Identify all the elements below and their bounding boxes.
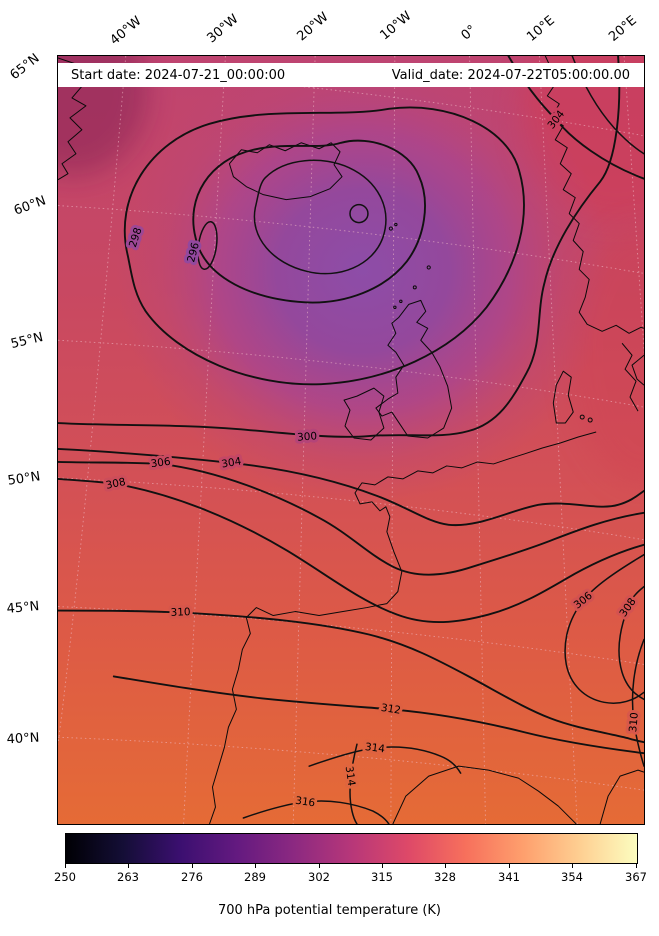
colorbar-tickmark (192, 864, 193, 868)
colorbar-tickmark (255, 864, 256, 868)
contour-label-310: 310 (170, 606, 190, 619)
contour-line-306-right (564, 553, 644, 704)
lon-label-20w: 20°W (294, 9, 332, 45)
lon-label-20e: 20°E (606, 13, 640, 45)
colorbar-tick-341: 341 (498, 870, 520, 884)
contour-line-300 (58, 56, 621, 438)
contour-label-314: 314 (364, 741, 386, 755)
coast-faroe (388, 226, 393, 231)
lon-label-30w: 30°W (204, 11, 242, 47)
colorbar-tick-250: 250 (54, 870, 76, 884)
colorbar-tick-328: 328 (434, 870, 456, 884)
graticule-gridlines (58, 56, 644, 824)
colorbar-title: 700 hPa potential temperature (K) (217, 903, 441, 918)
colorbar-tickmark (445, 864, 446, 868)
contour-closed-small-a (197, 221, 218, 270)
start-date-text: Start date: 2024-07-21_00:00:00 (71, 67, 286, 83)
potential-temperature-map: 296 298 300 304 306 308 304 310 306 308 … (58, 56, 644, 824)
colorbar-tick-302: 302 (308, 870, 330, 884)
colorbar-tickmark (65, 864, 66, 868)
colorbar-tick-263: 263 (117, 870, 139, 884)
coast-funen (587, 417, 593, 423)
coast-europe-mainland (209, 431, 597, 824)
contour-line-306 (58, 460, 644, 576)
colorbar-tickmark (128, 864, 129, 868)
contour-label-310-right: 310 (627, 712, 641, 733)
coast-faroe-2 (394, 222, 398, 227)
coast-orkney (412, 285, 417, 290)
contour-closed-small-b (349, 203, 369, 224)
lon-label-0: 0° (458, 22, 480, 44)
lat-label-55n: 55°N (9, 330, 45, 352)
contour-line-312 (112, 675, 644, 755)
contour-line-308 (58, 477, 644, 623)
colorbar-tick-354: 354 (561, 870, 583, 884)
coast-zealand (579, 414, 585, 420)
contour-line-310 (58, 609, 644, 744)
map-plot-area: 296 298 300 304 306 308 304 310 306 308 … (57, 55, 645, 825)
valid-date-text: Valid_date: 2024-07-22T05:00:00.00 (391, 67, 630, 83)
lat-label-65n: 65°N (7, 50, 43, 84)
contour-line-308-right (618, 585, 644, 701)
contour-line-314 (308, 746, 462, 774)
colorbar-tickmark (382, 864, 383, 868)
contour-line-296 (192, 139, 426, 304)
colorbar-tickmark (636, 864, 637, 868)
colorbar-tickmark (319, 864, 320, 868)
coast-hebrides-2 (393, 305, 397, 310)
contour-label-300: 300 (297, 430, 318, 443)
lat-label-50n: 50°N (6, 469, 42, 489)
contour-line-304 (58, 448, 644, 527)
contour-line-294-inner (253, 159, 387, 275)
colorbar-tick-276: 276 (181, 870, 203, 884)
contour-line-316 (242, 800, 390, 824)
coast-mediterranean (392, 765, 577, 824)
cold-core-gradient (58, 56, 644, 824)
colorbar-tick-315: 315 (371, 870, 393, 884)
date-title-strip: Start date: 2024-07-21_00:00:00 Valid_da… (58, 63, 644, 87)
colorbar-tick-367: 367 (625, 870, 647, 884)
lat-label-45n: 45°N (6, 599, 40, 617)
coast-italy (599, 769, 644, 824)
contour-label-314-south: 314 (343, 765, 358, 787)
colorbar-magma (65, 833, 638, 864)
lon-label-10w: 10°W (377, 8, 415, 44)
lat-label-60n: 60°N (12, 193, 48, 219)
contour-line-298 (123, 106, 525, 386)
coast-denmark (552, 370, 574, 424)
colorbar-tickmark (509, 864, 510, 868)
colorbar-tickmark (572, 864, 573, 868)
filled-contour-field (58, 56, 644, 824)
coast-iceland (228, 142, 343, 201)
coast-shetland (426, 265, 431, 270)
contour-line-310-right (631, 638, 644, 767)
coast-hebrides (399, 299, 403, 304)
coast-norway (542, 56, 644, 334)
coast-sweden (621, 342, 639, 412)
coast-ireland (343, 387, 385, 441)
lon-label-10e: 10°E (524, 13, 558, 45)
coastlines (58, 56, 644, 824)
lat-label-40n: 40°N (6, 730, 40, 748)
contour-lines (58, 56, 644, 824)
contour-line-314-south (349, 743, 358, 824)
colorbar-tick-289: 289 (244, 870, 266, 884)
lon-label-40w: 40°W (107, 13, 145, 49)
coast-baltic (631, 354, 644, 386)
